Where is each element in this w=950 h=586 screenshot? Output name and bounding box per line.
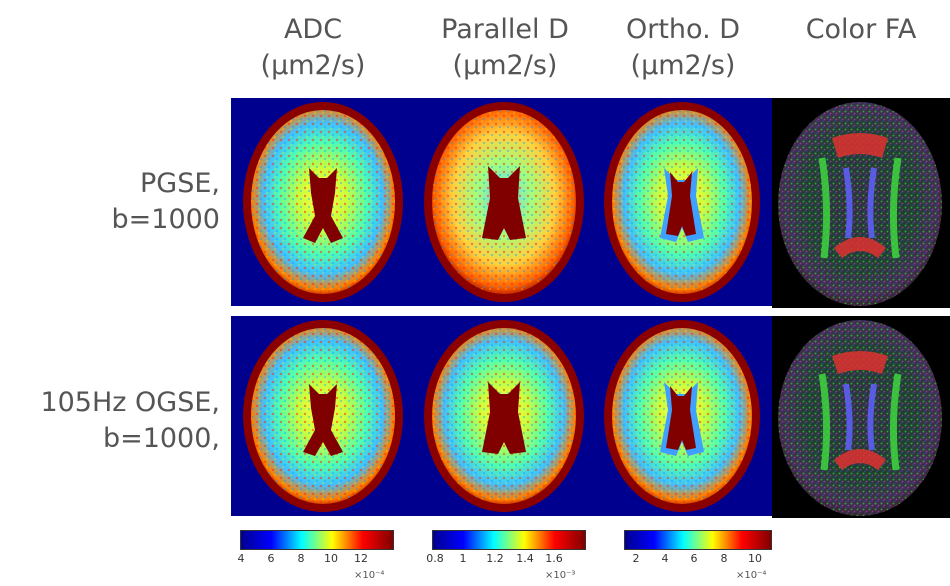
column-header-adc: ADC (μm2/s) (258, 12, 368, 84)
row-label-ogse: 105Hz OGSE, b=1000, (40, 385, 220, 457)
column-header-unit: (μm2/s) (630, 50, 736, 81)
color-fa-ogse-image (772, 316, 950, 518)
adc-ogse-image (231, 316, 414, 516)
row-label-line: 105Hz OGSE, (40, 387, 220, 418)
column-header-title: Parallel D (441, 14, 569, 45)
tick-label: 2 (632, 552, 640, 565)
tick-label: 4 (661, 552, 669, 565)
tick-label: 10 (324, 552, 338, 565)
row-label-line: b=1000, (102, 423, 220, 454)
adc-colorbar-exponent: ×10⁻⁴ (354, 570, 385, 581)
column-header-color-fa: Color FA (786, 12, 936, 48)
parallel-d-colorbar-exponent: ×10⁻³ (545, 570, 576, 581)
parallel-d-ogse-image (414, 316, 594, 516)
tick-label: 6 (690, 552, 698, 565)
adc-pgse-image (231, 98, 414, 306)
tick-label: 1.4 (516, 552, 534, 565)
tick-label: 12 (354, 552, 368, 565)
ortho-d-colorbar-ticks: 2 4 6 8 10 (624, 552, 770, 566)
ortho-d-pgse-image (594, 98, 772, 306)
parallel-d-colorbar (432, 530, 586, 550)
parallel-d-colorbar-ticks: 0.8 1 1.2 1.4 1.6 (426, 552, 584, 566)
parallel-d-pgse-image (414, 98, 594, 306)
row-label-pgse: PGSE, b=1000 (112, 166, 220, 238)
column-header-title: Ortho. D (625, 14, 741, 45)
column-header-unit: (μm2/s) (260, 50, 366, 81)
tick-label: 0.8 (426, 552, 444, 565)
tick-label: 6 (267, 552, 275, 565)
ortho-d-colorbar-exponent: ×10⁻⁴ (736, 570, 767, 581)
row-label-line: b=1000 (111, 204, 220, 235)
tick-label: 1.6 (545, 552, 563, 565)
column-header-title: ADC (283, 14, 343, 45)
color-fa-pgse-image (772, 98, 950, 308)
column-header-ortho-d: Ortho. D (μm2/s) (608, 12, 758, 84)
tick-label: 1 (459, 552, 467, 565)
column-header-unit: (μm2/s) (452, 50, 558, 81)
column-header-title: Color FA (805, 14, 917, 45)
tick-label: 8 (720, 552, 728, 565)
adc-colorbar-ticks: 4 6 8 10 12 (237, 552, 392, 566)
ortho-d-ogse-image (594, 316, 772, 516)
tick-label: 8 (297, 552, 305, 565)
column-header-parallel-d: Parallel D (μm2/s) (425, 12, 585, 84)
tick-label: 10 (748, 552, 762, 565)
adc-colorbar (240, 530, 394, 550)
row-label-line: PGSE, (140, 168, 220, 199)
tick-label: 1.2 (486, 552, 504, 565)
ortho-d-colorbar (624, 530, 772, 550)
tick-label: 4 (237, 552, 245, 565)
